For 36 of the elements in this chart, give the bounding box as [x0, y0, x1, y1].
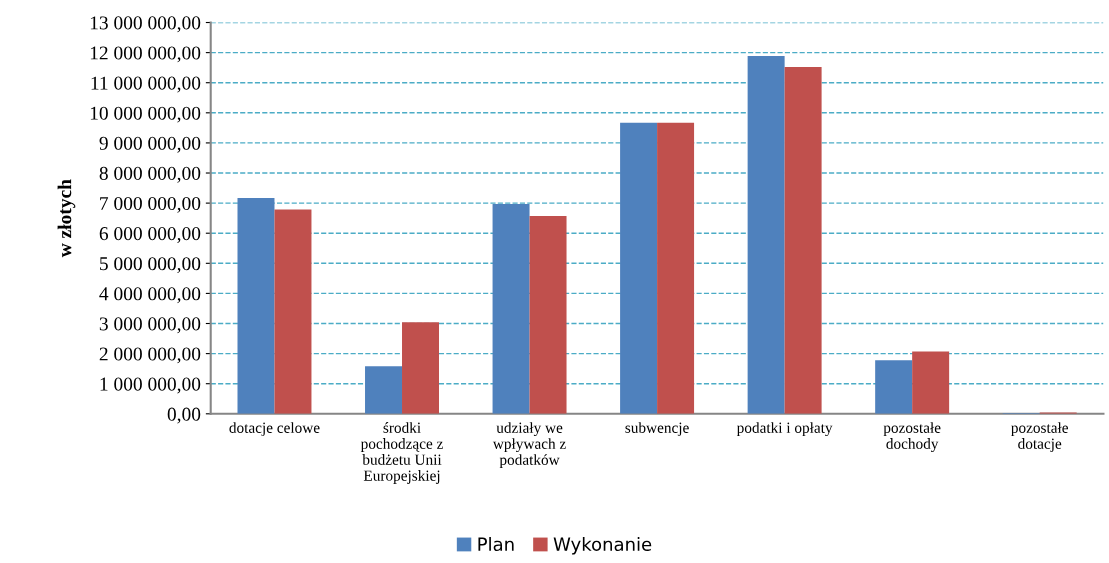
y-tick-label: 11 000 000,00 — [91, 76, 201, 93]
bar — [529, 216, 567, 414]
y-tick-label: 4 000 000,00 — [99, 287, 201, 304]
y-tick-label: 10 000 000,00 — [90, 106, 201, 123]
legend-label: Plan — [478, 537, 514, 551]
bar — [620, 122, 658, 414]
bar — [747, 55, 785, 414]
bar — [492, 204, 530, 414]
x-tick-label: udziały we wpływach z podatków — [492, 422, 566, 469]
bar — [237, 198, 275, 414]
y-tick-label: 7 000 000,00 — [100, 196, 201, 213]
y-tick-label: 0,00 — [167, 407, 201, 424]
y-tick-label: 12 000 000,00 — [90, 46, 201, 63]
bar — [784, 67, 822, 414]
x-tick-label: pozostałe dotacje — [1011, 422, 1068, 452]
y-tick-label: 13 000 000,00 — [90, 16, 201, 33]
legend-label: Wykonanie — [553, 537, 652, 555]
x-tick-label: dotacje celowe — [229, 422, 320, 436]
x-tick-label: pozostałe dochody — [883, 422, 941, 453]
y-tick-label: 3 000 000,00 — [99, 317, 201, 334]
y-tick-label: 2 000 000,00 — [99, 347, 201, 364]
bar — [402, 322, 439, 414]
bar — [274, 209, 312, 414]
bar — [365, 366, 403, 414]
y-tick-label: 6 000 000,00 — [99, 227, 201, 243]
y-tick-label: 1 000 000,00 — [100, 377, 201, 394]
x-tick-label: subwencje — [625, 422, 689, 436]
bar — [657, 122, 695, 414]
y-tick-label: 5 000 000,00 — [100, 257, 201, 274]
y-axis-title: w złotych — [57, 179, 76, 258]
y-tick-label: 9 000 000,00 — [99, 136, 201, 153]
x-tick-label: środki pochodzące z budżetu Unii Europejskiej — [360, 422, 443, 484]
bar — [875, 360, 913, 414]
x-tick-label: podatki i opłaty — [736, 422, 833, 437]
y-tick-label: 8 000 000,00 — [99, 166, 201, 183]
bar — [912, 351, 950, 414]
